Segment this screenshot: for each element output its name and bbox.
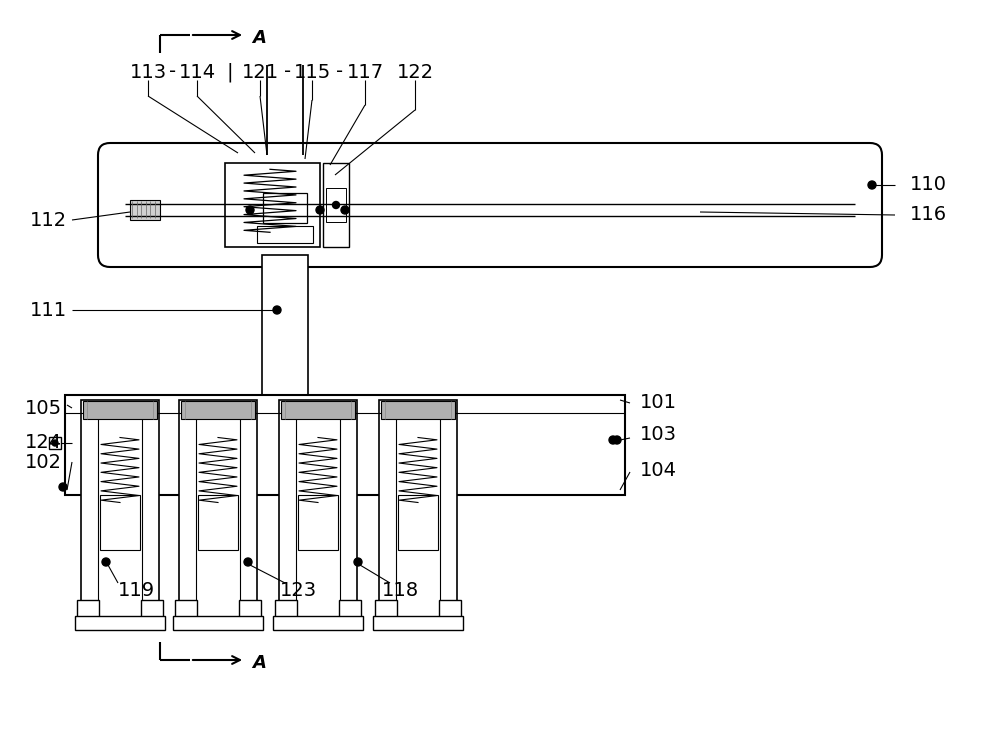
- Bar: [281, 401, 355, 419]
- Circle shape: [609, 436, 617, 444]
- Circle shape: [273, 306, 281, 314]
- Bar: [279, 400, 357, 620]
- Bar: [439, 600, 461, 628]
- Bar: [100, 495, 140, 550]
- Text: -: -: [336, 63, 344, 82]
- Text: A: A: [252, 654, 266, 672]
- Circle shape: [354, 558, 362, 566]
- Circle shape: [316, 206, 324, 214]
- Bar: [326, 188, 346, 222]
- Text: 114: 114: [178, 63, 216, 82]
- Bar: [263, 193, 307, 223]
- Text: A: A: [252, 29, 266, 47]
- Circle shape: [341, 206, 349, 214]
- Circle shape: [52, 440, 58, 446]
- Bar: [262, 255, 308, 395]
- Text: 116: 116: [910, 206, 947, 225]
- Bar: [225, 163, 320, 247]
- Bar: [65, 395, 625, 495]
- Bar: [381, 401, 455, 419]
- Bar: [373, 616, 463, 630]
- Text: -: -: [284, 63, 292, 82]
- Text: 112: 112: [30, 210, 67, 229]
- Circle shape: [613, 436, 621, 444]
- Bar: [130, 200, 160, 220]
- Circle shape: [332, 201, 340, 209]
- Bar: [198, 495, 238, 550]
- Text: 117: 117: [346, 63, 384, 82]
- Text: -: -: [169, 63, 177, 82]
- Bar: [77, 600, 99, 628]
- Bar: [375, 600, 397, 628]
- Bar: [175, 600, 197, 628]
- Bar: [83, 401, 157, 419]
- Bar: [339, 600, 361, 628]
- Text: 102: 102: [25, 453, 62, 472]
- Text: 103: 103: [640, 426, 677, 445]
- FancyBboxPatch shape: [98, 143, 882, 267]
- Text: 124: 124: [25, 434, 62, 453]
- Bar: [81, 400, 159, 620]
- Text: 119: 119: [118, 580, 155, 599]
- Bar: [173, 616, 263, 630]
- Text: 110: 110: [910, 175, 947, 194]
- Text: 121: 121: [241, 63, 279, 82]
- Text: 122: 122: [396, 63, 434, 82]
- Circle shape: [868, 181, 876, 189]
- Bar: [257, 226, 313, 243]
- Bar: [379, 400, 457, 620]
- Bar: [239, 600, 261, 628]
- Bar: [181, 401, 255, 419]
- Text: 101: 101: [640, 393, 677, 412]
- Bar: [141, 600, 163, 628]
- Bar: [179, 400, 257, 620]
- Bar: [75, 616, 165, 630]
- Bar: [323, 163, 349, 247]
- Circle shape: [102, 558, 110, 566]
- Bar: [273, 616, 363, 630]
- Text: 115: 115: [293, 63, 331, 82]
- Bar: [398, 495, 438, 550]
- Bar: [49, 437, 61, 449]
- Text: 105: 105: [25, 399, 62, 418]
- Bar: [275, 600, 297, 628]
- Text: 104: 104: [640, 461, 677, 480]
- Text: 123: 123: [280, 580, 317, 599]
- Circle shape: [246, 206, 254, 214]
- Text: 113: 113: [129, 63, 167, 82]
- Circle shape: [59, 483, 67, 491]
- Text: 111: 111: [30, 301, 67, 320]
- Text: 118: 118: [382, 580, 419, 599]
- Bar: [298, 495, 338, 550]
- Text: |: |: [227, 62, 233, 82]
- Circle shape: [244, 558, 252, 566]
